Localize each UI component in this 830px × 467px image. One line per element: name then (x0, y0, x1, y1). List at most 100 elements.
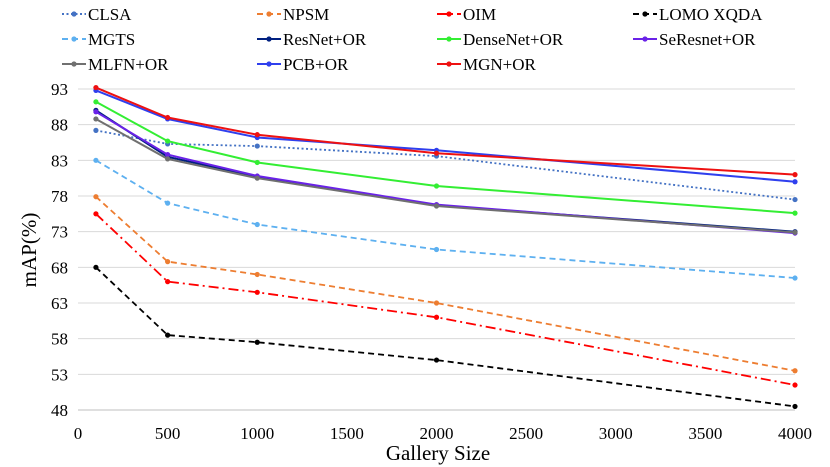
legend-item-pcb-or: PCB+OR (257, 55, 349, 74)
data-point (93, 84, 99, 91)
axes: 48 53 58 63 68 73 78 83 88 93 0 500 1000 1500 2000 2500… (51, 80, 812, 443)
data-point (433, 357, 440, 363)
data-point (254, 159, 260, 166)
data-point (93, 99, 99, 105)
legend-label: MGN+OR (463, 55, 537, 74)
series-line (95, 159, 796, 279)
y-tick-label: 83 (51, 151, 68, 170)
data-point (792, 172, 798, 178)
x-tick-label: 2500 (509, 424, 543, 443)
series-mgn-or (93, 84, 798, 178)
y-tick-label: 68 (51, 258, 68, 277)
legend-marker (266, 11, 272, 17)
x-tick-label: 4000 (778, 424, 812, 443)
data-point (254, 221, 260, 228)
legend-item-densenet-or: DenseNet+OR (437, 30, 564, 49)
legend-marker (446, 36, 452, 42)
data-point (254, 175, 260, 181)
legend-marker (71, 11, 77, 17)
series-resnet-or (93, 107, 798, 235)
series-line (95, 109, 796, 233)
series-pcb-or (93, 87, 798, 185)
series-oim (93, 211, 798, 388)
data-point (165, 332, 171, 338)
legend-label: CLSA (88, 5, 132, 24)
legend-item-lomo-xqda: LOMO XQDA (633, 5, 763, 24)
legend-item-clsa: CLSA (62, 5, 132, 24)
y-tick-label: 53 (51, 365, 68, 384)
data-point (93, 211, 99, 217)
series-lomo-xqda (93, 264, 798, 410)
y-tick-label: 73 (51, 223, 68, 242)
legend-label: ResNet+OR (283, 30, 367, 49)
legend-item-oim: OIM (437, 5, 496, 24)
legend-marker (642, 36, 648, 42)
y-axis-title: mAP(%) (17, 213, 41, 288)
legend-label: DenseNet+OR (463, 30, 564, 49)
legend-label: NPSM (283, 5, 329, 24)
data-point (792, 229, 798, 235)
legend: CLSA NPSM OIM LOMO XQDA MGTS ResNet+OR DenseNe… (62, 5, 763, 74)
gridlines (78, 88, 795, 411)
data-point (165, 200, 171, 206)
series-densenet-or (93, 99, 798, 216)
data-point (433, 300, 440, 306)
data-point (165, 259, 171, 265)
legend-label: SeResnet+OR (659, 30, 756, 49)
data-point (165, 138, 171, 144)
x-tick-label: 1000 (240, 424, 274, 443)
x-tick-label: 3000 (599, 424, 633, 443)
data-point (93, 109, 99, 115)
data-point (254, 339, 260, 345)
data-point (165, 156, 171, 162)
data-point (792, 368, 798, 374)
data-point (792, 382, 798, 388)
legend-item-mgts: MGTS (62, 30, 135, 49)
series-lines (93, 84, 798, 410)
series-line (95, 266, 796, 408)
x-tick-label: 1500 (330, 424, 364, 443)
x-tick-label: 2000 (420, 424, 454, 443)
legend-label: PCB+OR (283, 55, 349, 74)
data-point (93, 127, 99, 133)
x-tick-label: 3500 (688, 424, 722, 443)
data-point (165, 114, 171, 121)
data-point (93, 194, 99, 200)
series-line (95, 118, 796, 234)
data-point (165, 279, 171, 285)
x-tick-label: 0 (74, 424, 83, 443)
data-point (254, 271, 260, 278)
data-point (433, 203, 440, 209)
legend-label: MLFN+OR (88, 55, 169, 74)
legend-marker (642, 11, 648, 17)
y-tick-label: 58 (51, 330, 68, 349)
legend-marker (446, 61, 452, 67)
legend-marker (71, 36, 77, 42)
data-point (792, 275, 798, 281)
legend-item-mgn-or: MGN+OR (437, 55, 537, 74)
data-point (792, 196, 798, 203)
legend-marker (71, 61, 77, 67)
series-mgts (93, 157, 798, 281)
y-tick-label: 63 (51, 294, 68, 313)
data-point (254, 289, 260, 295)
data-point (433, 246, 440, 253)
x-axis-title: Gallery Size (386, 441, 490, 465)
data-point (792, 210, 798, 216)
legend-marker (266, 36, 272, 42)
series-line (95, 196, 796, 372)
series-npsm (93, 194, 798, 374)
y-tick-label: 93 (51, 80, 68, 99)
y-tick-label: 88 (51, 116, 68, 135)
series-line (95, 213, 796, 386)
data-point (792, 179, 798, 185)
data-point (433, 150, 440, 156)
data-point (433, 183, 440, 189)
data-point (93, 157, 99, 163)
legend-label: LOMO XQDA (659, 5, 763, 24)
legend-marker (446, 11, 452, 17)
series-mlfn-or (93, 116, 798, 235)
legend-item-seresnet-or: SeResnet+OR (633, 30, 756, 49)
legend-item-mlfn-or: MLFN+OR (62, 55, 169, 74)
